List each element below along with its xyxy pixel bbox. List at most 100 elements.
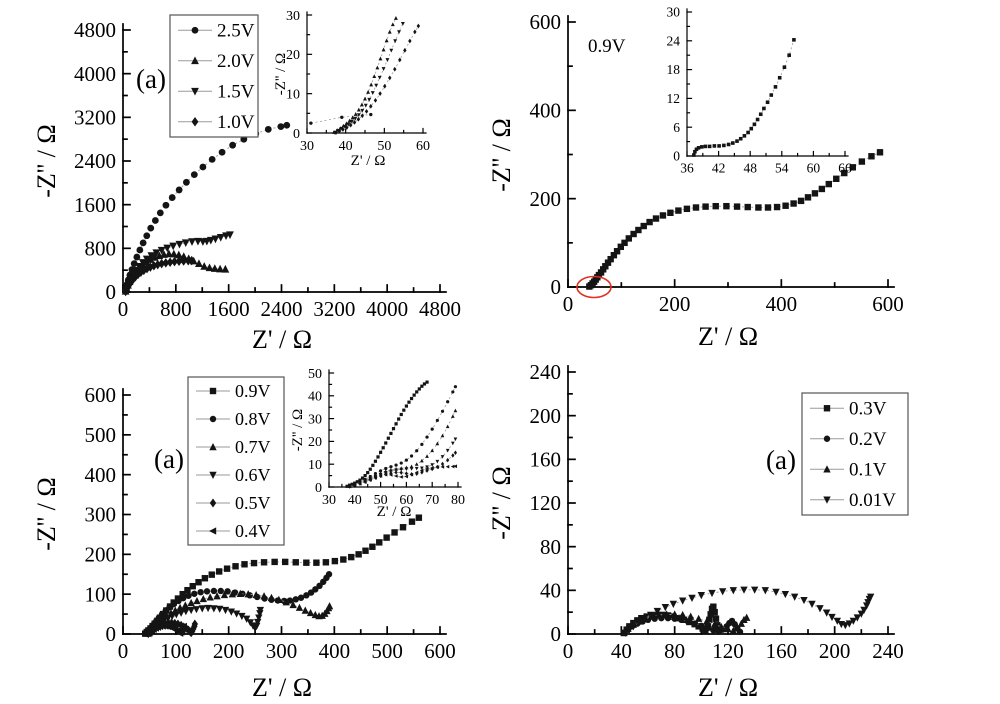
legend-item: 0.5V	[196, 493, 271, 513]
panel-top-right-inset: 36 42 48 54 60 66 0 6 12 18 24 30	[667, 5, 853, 176]
legend-item: 0.6V	[196, 465, 271, 485]
panel-bottom-left: 0 100 200 300 400 500 6000100200300400500600Z'…	[32, 367, 465, 702]
panel-bottom-right: 0 40 80 120 160 200 240 0 40 80 120 160 200 240 Z' / Ω…	[487, 360, 909, 702]
x-tick-label: 60	[416, 139, 430, 154]
y-tick-label: 12	[667, 91, 681, 106]
y-tick-label: 400	[85, 463, 117, 487]
axes	[686, 8, 849, 157]
x-tick-label: 600	[872, 292, 904, 316]
y-tick-label: 300	[85, 503, 117, 527]
x-tick-label: 80	[664, 639, 685, 663]
y-tick-label: 400	[530, 98, 562, 122]
series-0.9V	[586, 149, 884, 290]
legend-item: 2.0V	[178, 51, 255, 72]
x-tick-label: 40	[611, 639, 632, 663]
y-tick-label: 200	[530, 187, 562, 211]
x-tick-label: 0	[563, 639, 574, 663]
y-tick-label: 0	[315, 481, 322, 496]
x-tick-label: 48	[743, 161, 757, 176]
legend-label: 0.8V	[235, 409, 271, 429]
y-tick-label: 120	[530, 491, 562, 515]
x-tick-label: 800	[160, 297, 192, 321]
x-tick-label: 240	[872, 639, 904, 663]
x-tick-label: 50	[374, 493, 388, 508]
y-tick-labels: 0 10 20 30 40 50	[308, 367, 322, 496]
legend: 0.3V 0.2V 0.1V 0.01V	[801, 392, 909, 516]
y-tick-label: 6	[673, 120, 680, 135]
x-tick-labels: 0 800 1600 2400 3200 4000 4800	[118, 297, 461, 321]
x-axis-label: Z' / Ω	[377, 504, 412, 520]
y-tick-label: 600	[85, 383, 117, 407]
axes	[306, 11, 427, 134]
legend-item: 0.4V	[196, 521, 271, 541]
legend-label: 0.9V	[235, 381, 271, 401]
y-tick-label: 10	[286, 87, 300, 102]
x-tick-label: 36	[680, 161, 694, 176]
y-axis-label: -Z'' / Ω	[290, 409, 306, 451]
x-tick-label: 4000	[366, 297, 408, 321]
series-0.01V	[621, 586, 875, 637]
legend-label: 1.0V	[217, 112, 255, 133]
x-tick-label: 600	[424, 639, 456, 663]
x-axis-label: Z' / Ω	[252, 673, 312, 702]
highlight-ellipse	[576, 275, 612, 299]
legend-box	[169, 14, 259, 138]
y-tick-label: 1600	[74, 193, 116, 217]
legend-item: 0.01V	[810, 490, 896, 511]
legend-item: 0.3V	[810, 399, 887, 420]
legend: 0.9V 0.8V 0.7V 0.6V 0.5V 0.4V	[187, 376, 285, 546]
x-axis-label: Z' / Ω	[351, 153, 386, 169]
x-tick-label: 40	[348, 493, 362, 508]
x-tick-label: 1600	[208, 297, 250, 321]
legend-label: 0.2V	[849, 429, 887, 450]
y-tick-label: 4800	[74, 18, 116, 42]
y-axis-label: -Z'' / Ω	[273, 53, 289, 95]
axes	[122, 388, 447, 635]
series-0.9V	[692, 38, 796, 157]
x-tick-labels: 36 42 48 54 60 66	[680, 161, 852, 176]
y-tick-label: 24	[667, 33, 681, 48]
series-1.0V	[122, 255, 196, 297]
y-tick-label: 18	[667, 62, 681, 77]
y-axis-label: -Z'' / Ω	[32, 124, 61, 197]
legend-label: 0.7V	[235, 437, 271, 457]
series-1.5V	[332, 21, 405, 135]
y-tick-label: 240	[530, 360, 562, 384]
y-tick-label: 500	[85, 423, 117, 447]
x-tick-label: 0	[563, 292, 574, 316]
legend-item: 1.5V	[178, 82, 255, 103]
legend: 2.5V 2.0V 1.5V 1.0V	[169, 14, 259, 138]
y-axis-label: -Z'' / Ω	[487, 118, 516, 191]
x-tick-label: 50	[377, 139, 391, 154]
legend-label: 0.01V	[849, 490, 896, 511]
x-tick-label: 42	[712, 161, 726, 176]
series-0.4V	[347, 464, 458, 489]
x-tick-label: 200	[819, 639, 851, 663]
x-tick-label: 300	[266, 639, 298, 663]
y-tick-label: 40	[540, 578, 561, 602]
x-tick-label: 80	[451, 493, 465, 508]
legend-label: 0.3V	[849, 399, 887, 420]
y-tick-label: 10	[308, 458, 322, 473]
axes	[122, 23, 447, 293]
legend-item: 0.9V	[196, 381, 271, 401]
y-tick-label: 4000	[74, 62, 116, 86]
y-tick-labels: 0 6 12 18 24 30	[667, 5, 681, 164]
legend-label: 2.0V	[217, 51, 255, 72]
x-tick-label: 60	[807, 161, 821, 176]
series-1.0V	[334, 23, 421, 135]
legend-label: 2.5V	[217, 21, 255, 42]
x-tick-label: 60	[399, 493, 413, 508]
y-tick-label: 600	[530, 10, 562, 34]
x-tick-label: 160	[766, 639, 798, 663]
x-tick-label: 400	[319, 639, 351, 663]
legend-item: 0.1V	[810, 460, 887, 481]
legend-label: 0.4V	[235, 521, 271, 541]
y-tick-label: 30	[308, 412, 322, 427]
y-tick-labels: 0 800 1600 2400 3200 4000 4800	[74, 18, 116, 304]
legend-label: 1.5V	[217, 82, 255, 103]
x-axis-label: Z' / Ω	[698, 322, 758, 351]
legend-item: 2.5V	[178, 21, 255, 42]
